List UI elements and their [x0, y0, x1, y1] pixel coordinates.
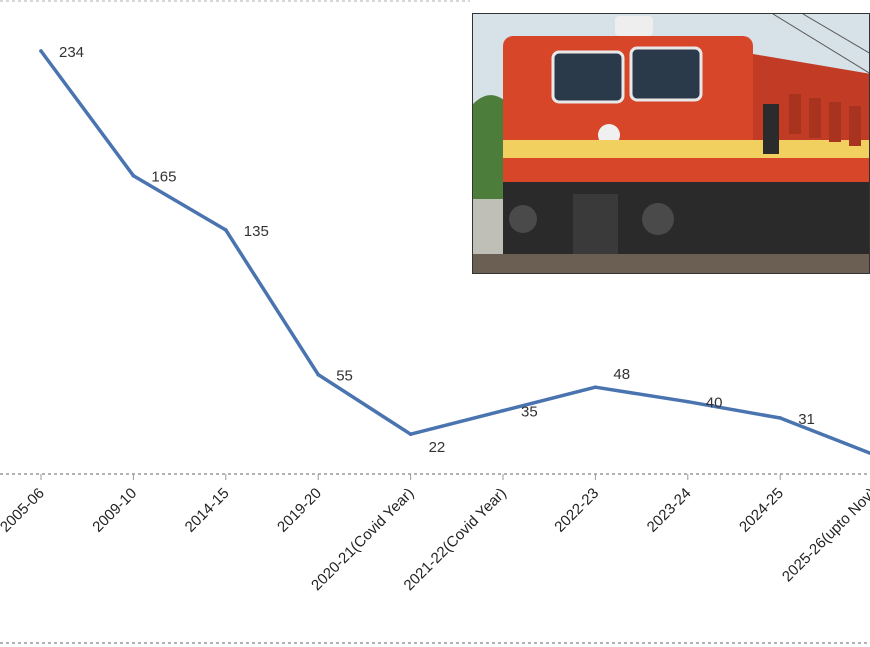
x-tick-label: 2025-26(upto Nov): [779, 485, 870, 585]
locomotive-photo: [472, 13, 870, 274]
data-point: [593, 385, 598, 390]
side-door: [763, 104, 779, 154]
data-point: [501, 408, 505, 413]
data-label: 22: [429, 439, 446, 456]
right-windshield: [629, 46, 703, 102]
data-point: [224, 228, 228, 232]
left-buffer: [509, 205, 537, 233]
headlight-housing: [615, 16, 653, 36]
data-label: 165: [151, 169, 176, 186]
data-point: [778, 416, 782, 420]
data-label: 55: [336, 368, 353, 385]
data-points: [39, 49, 782, 437]
data-label: 31: [798, 411, 815, 428]
x-tick-label: 2014-15: [182, 485, 233, 536]
data-label: 234: [59, 44, 84, 61]
x-tick-label: 2009-10: [89, 485, 140, 536]
x-tick-label: 2021-22(Covid Year): [401, 485, 510, 594]
side-vent-3: [829, 102, 841, 142]
data-point: [39, 49, 43, 53]
coupler: [573, 194, 618, 264]
overhead-wire-2: [802, 14, 869, 54]
side-vent-2: [809, 98, 821, 138]
side-vent-4: [849, 106, 861, 146]
x-tick-label: 2020-21(Covid Year): [308, 485, 417, 594]
x-tick-label: 2005-06: [0, 485, 48, 536]
left-windshield: [551, 50, 625, 104]
track-bed: [473, 254, 869, 273]
data-point: [316, 372, 321, 377]
data-point: [408, 432, 413, 437]
overhead-wire: [772, 14, 869, 74]
data-point: [131, 173, 136, 178]
series-line: [39, 49, 870, 455]
yellow-stripe: [503, 140, 869, 158]
x-tick-labels: 2005-06 2009-10 2014-15 2019-202020-21(Covi…: [0, 485, 870, 594]
x-tick-label: 2019-20: [274, 485, 325, 536]
data-label: 135: [244, 223, 269, 240]
x-tick-label: 2023-24: [644, 485, 695, 536]
data-labels: 234 165 135 55 22 35 48 40 31: [59, 44, 815, 456]
right-buffer: [642, 203, 674, 235]
lower-body: [503, 158, 869, 182]
x-tick-label: 2024-25: [736, 485, 787, 536]
data-label: 40: [706, 395, 723, 412]
data-label: 35: [521, 404, 538, 421]
x-axis-ticks: [40, 474, 781, 480]
data-label: 48: [613, 366, 630, 383]
locomotive-illustration: [473, 14, 869, 273]
x-tick-label: 2022-23: [551, 485, 602, 536]
side-vent-1: [789, 94, 801, 134]
data-point: [686, 399, 690, 404]
